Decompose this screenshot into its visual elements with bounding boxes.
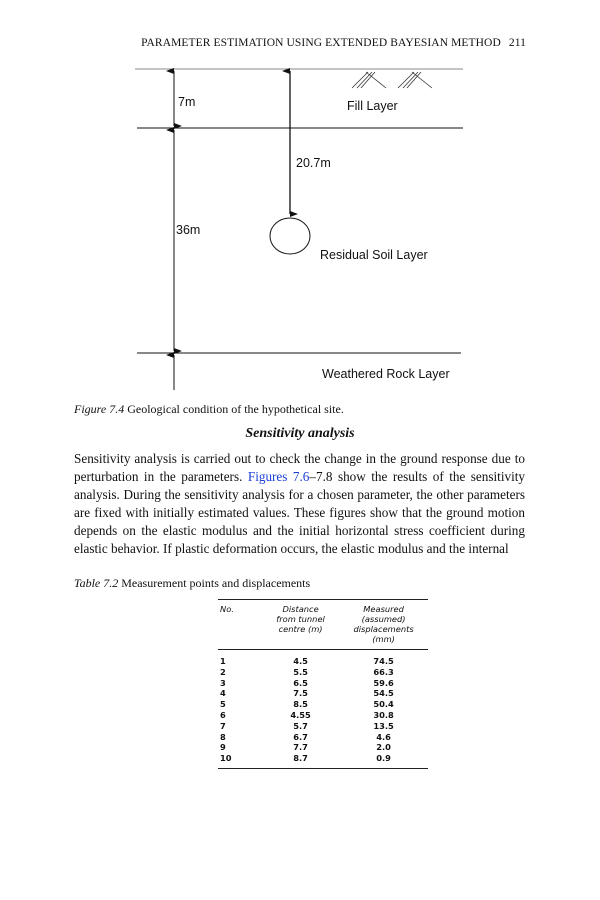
table-row: 3 6.5 59.6 [218, 678, 428, 689]
geological-figure: 7m 20.7m 36m Fill Layer Residual Soil La… [135, 68, 463, 390]
cell-no: 7 [220, 720, 226, 731]
cell-distance: 4.55 [290, 709, 311, 720]
cell-distance: 7.5 [293, 688, 308, 699]
cell-distance: 5.5 [293, 666, 308, 677]
table-caption: Table 7.2 Measurement points and displac… [74, 576, 310, 591]
figure-caption-label: Figure 7.4 [74, 402, 125, 416]
cell-displacement: 30.8 [373, 709, 394, 720]
cell-no: 9 [220, 742, 226, 753]
header-displacement: Measured (assumed) displacements (mm) [339, 599, 428, 650]
header-distance: Distance from tunnel centre (m) [262, 599, 340, 650]
running-title: PARAMETER ESTIMATION USING EXTENDED BAYE… [141, 37, 501, 49]
body-paragraph: Sensitivity analysis is carried out to c… [74, 450, 525, 558]
cell-no: 4 [220, 688, 226, 699]
cell-displacement: 50.4 [373, 699, 394, 710]
paragraph-text: Sensitivity analysis is carried out to c… [74, 451, 525, 484]
tunnel-circle [269, 217, 311, 255]
cell-displacement: 54.5 [373, 688, 394, 699]
cell-displacement: 4.6 [376, 731, 391, 742]
cell-displacement: 13.5 [373, 720, 394, 731]
cell-no: 2 [220, 666, 226, 677]
cell-displacement: 74.5 [373, 656, 394, 666]
table-row: 1 4.5 74.5 [218, 650, 428, 667]
header-no: No. [218, 599, 262, 650]
section-heading: Sensitivity analysis [245, 426, 355, 441]
residual-layer-label: Residual Soil Layer [320, 248, 428, 262]
cell-distance: 5.7 [293, 720, 308, 731]
running-header: PARAMETER ESTIMATION USING EXTENDED BAYE… [141, 37, 526, 49]
cell-distance: 7.7 [293, 742, 308, 753]
rock-layer-label: Weathered Rock Layer [322, 367, 450, 381]
table-row: 9 7.7 2.0 [218, 742, 428, 753]
table-header-row: No. Distance from tunnel centre (m) Meas… [218, 599, 428, 650]
table-row: 4 7.5 54.5 [218, 688, 428, 699]
cell-distance: 6.5 [293, 677, 308, 688]
fill-layer-label: Fill Layer [347, 99, 398, 113]
cell-no: 10 [218, 753, 262, 769]
cell-displacement: 59.6 [373, 677, 394, 688]
table-row: 7 5.7 13.5 [218, 721, 428, 732]
cell-displacement: 2.0 [376, 742, 391, 753]
cell-no: 3 [220, 677, 226, 688]
cell-distance: 8.5 [293, 699, 308, 710]
cell-displacement: 0.9 [339, 753, 428, 769]
table-row: 10 8.7 0.9 [218, 753, 428, 769]
cell-no: 6 [220, 709, 226, 720]
paragraph-text-continued: –7.8 show the results of the sensitivity… [74, 469, 526, 556]
table-row: 8 6.7 4.6 [218, 732, 428, 743]
ground-hatch-icon [351, 71, 433, 89]
page-number: 211 [508, 37, 526, 49]
cell-distance: 4.5 [293, 656, 308, 666]
table-caption-label: Table 7.2 [74, 576, 119, 590]
table-row: 5 8.5 50.4 [218, 699, 428, 710]
cell-no: 5 [220, 699, 226, 710]
table-caption-text: Measurement points and displacements [121, 576, 311, 590]
residual-depth-label: 36m [176, 223, 200, 237]
cell-no: 8 [220, 731, 226, 742]
figure-caption-text: Geological condition of the hypothetical… [127, 402, 344, 416]
measurement-table: No. Distance from tunnel centre (m) Meas… [218, 599, 428, 769]
cell-displacement: 66.3 [373, 666, 394, 677]
cell-distance: 8.7 [262, 753, 340, 769]
cell-distance: 6.7 [293, 731, 308, 742]
figure-caption: Figure 7.4 Geological condition of the h… [74, 402, 344, 417]
tunnel-depth-label: 20.7m [296, 156, 331, 170]
figures-link[interactable]: Figures 7.6 [247, 469, 310, 484]
fill-depth-label: 7m [178, 95, 195, 109]
table-row: 6 4.55 30.8 [218, 710, 428, 721]
cell-no: 1 [220, 656, 226, 666]
table-row: 2 5.5 66.3 [218, 667, 428, 678]
